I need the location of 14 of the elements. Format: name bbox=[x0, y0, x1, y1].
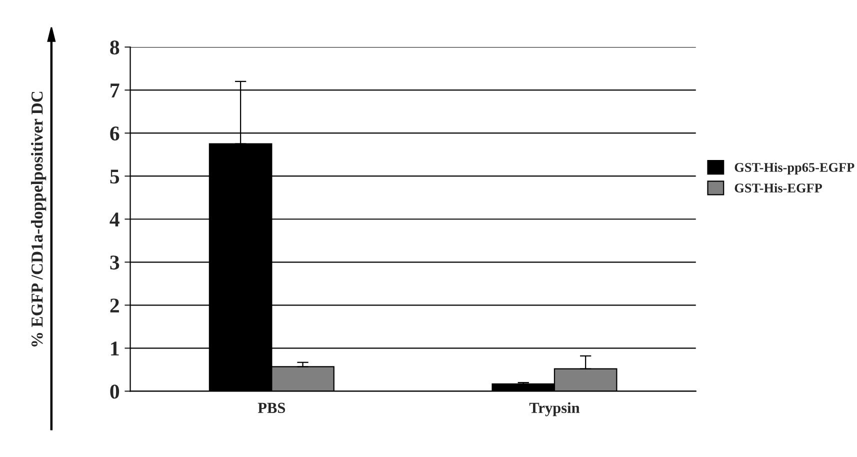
y-tick-label: 2 bbox=[110, 298, 119, 312]
x-tick-label: Trypsin bbox=[529, 402, 580, 416]
y-tick-label: 4 bbox=[110, 212, 120, 226]
y-tick-label: 3 bbox=[110, 256, 120, 270]
legend-label: GST-His-pp65-EGFP bbox=[734, 162, 854, 175]
y-tick-label: 1 bbox=[111, 342, 119, 356]
legend-label: GST-His-EGFP bbox=[734, 183, 822, 192]
y-tick-label: 6 bbox=[110, 126, 120, 141]
y-tick-label: 5 bbox=[110, 170, 120, 184]
y-axis-title: % EGFP /CD1a-doppelpositiver DC bbox=[31, 92, 46, 346]
y-tick-label: 8 bbox=[110, 40, 120, 55]
y-tick-label: 0 bbox=[110, 384, 120, 399]
y-tick-label: 7 bbox=[110, 84, 120, 98]
x-tick-label: PBS bbox=[258, 402, 286, 414]
